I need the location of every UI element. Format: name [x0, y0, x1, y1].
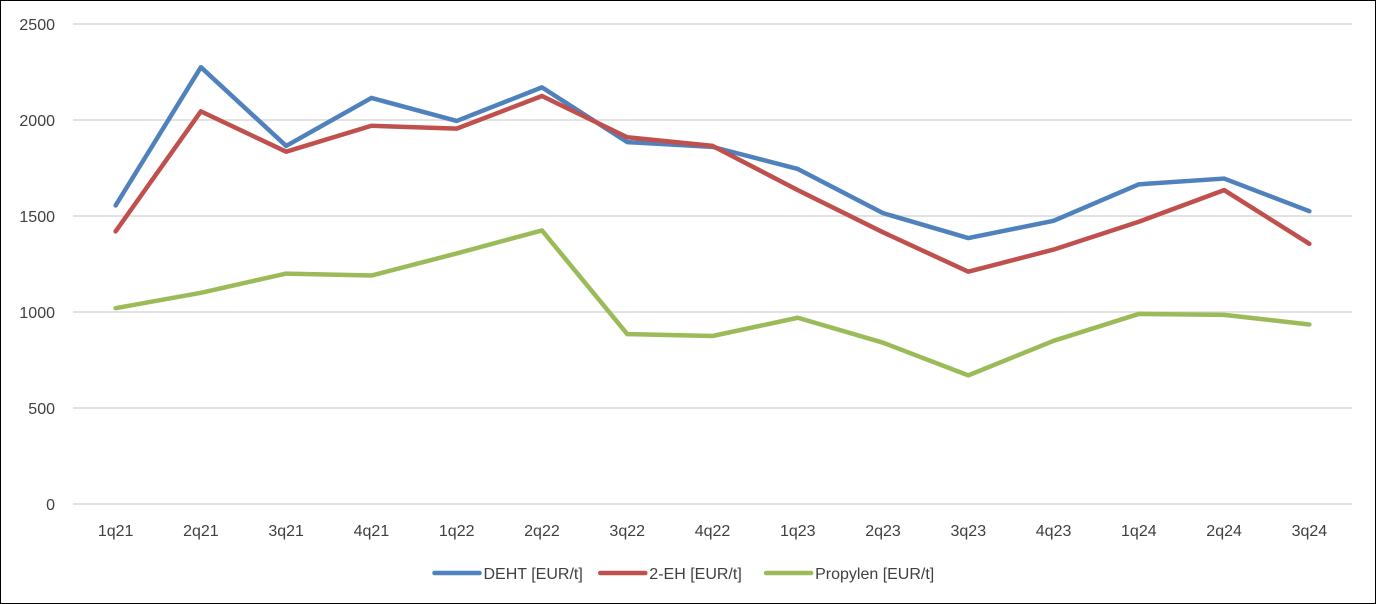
x-tick-label: 3q21	[268, 523, 304, 540]
legend-item: Propylen [EUR/t]	[763, 566, 934, 583]
x-tick-label: 4q21	[354, 523, 390, 540]
legend: DEHT [EUR/t] 2-EH [EUR/t] Propylen [EUR/t]	[432, 566, 934, 583]
x-tick-label: 3q24	[1292, 523, 1328, 540]
x-tick-label: 1q23	[780, 523, 816, 540]
series-3	[113, 228, 1312, 378]
x-tick-label: 2q23	[865, 523, 901, 540]
series-1	[113, 64, 1312, 241]
x-tick-label: 1q24	[1121, 523, 1157, 540]
legend-label: DEHT [EUR/t]	[484, 566, 583, 583]
legend-item: DEHT [EUR/t]	[432, 566, 583, 583]
legend-item: 2-EH [EUR/t]	[598, 566, 742, 583]
y-axis-ticks: 0 500 1000 1500 2000 2500	[19, 17, 55, 514]
series-lines	[113, 64, 1312, 378]
y-tick-label: 2000	[19, 113, 55, 130]
series-line	[113, 228, 1312, 378]
series-line	[113, 93, 1312, 274]
x-tick-label: 3q23	[951, 523, 987, 540]
x-tick-label: 3q22	[609, 523, 645, 540]
x-tick-label: 4q22	[695, 523, 731, 540]
x-axis-ticks: 1q21 2q21 3q21 4q21 1q22 2q22 3q22 4q22 1q23 2q23…	[98, 523, 1327, 540]
y-tick-label: 0	[46, 497, 55, 514]
y-tick-label: 1000	[19, 305, 55, 322]
x-tick-label: 1q21	[98, 523, 134, 540]
gridlines	[73, 23, 1352, 505]
y-tick-label: 1500	[19, 209, 55, 226]
legend-label: Propylen [EUR/t]	[815, 566, 934, 583]
x-tick-label: 2q21	[183, 523, 219, 540]
x-tick-label: 2q24	[1206, 523, 1242, 540]
y-tick-label: 500	[28, 401, 55, 418]
x-tick-label: 1q22	[439, 523, 475, 540]
legend-label: 2-EH [EUR/t]	[649, 566, 741, 583]
series-line	[113, 64, 1312, 241]
y-tick-label: 2500	[19, 17, 55, 34]
series-2	[113, 93, 1312, 274]
x-tick-label: 2q22	[524, 523, 560, 540]
x-tick-label: 4q23	[1036, 523, 1072, 540]
